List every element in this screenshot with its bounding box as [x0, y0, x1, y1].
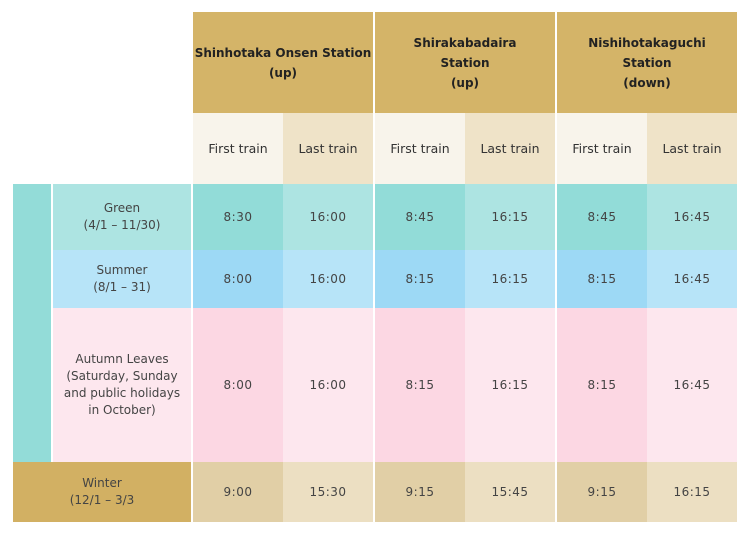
time-cell: 16:00	[283, 308, 373, 462]
time-cell: 16:45	[647, 250, 737, 308]
station-header-shirakabadaira: Shirakabadaira Station (up)	[375, 12, 555, 113]
time-cell: 16:00	[283, 184, 373, 250]
last-train-header: Last train	[465, 113, 555, 184]
station-header-nishihotakaguchi: Nishihotakaguchi Station (down)	[557, 12, 737, 113]
time-cell: 8:45	[375, 184, 465, 250]
time-cell: 15:45	[465, 462, 555, 522]
season-label-winter: Winter (12/1 – 3/3	[13, 462, 191, 522]
time-cell: 16:15	[465, 308, 555, 462]
time-cell: 8:15	[557, 308, 647, 462]
time-cell: 8:15	[375, 250, 465, 308]
time-cell: 16:15	[647, 462, 737, 522]
season-group-bar	[13, 184, 51, 462]
time-cell: 16:00	[283, 250, 373, 308]
time-cell: 8:15	[375, 308, 465, 462]
time-cell: 8:15	[557, 250, 647, 308]
time-cell: 8:45	[557, 184, 647, 250]
time-cell: 9:00	[193, 462, 283, 522]
time-cell: 16:15	[465, 184, 555, 250]
time-cell: 8:30	[193, 184, 283, 250]
time-cell: 16:15	[465, 250, 555, 308]
time-cell: 16:45	[647, 184, 737, 250]
time-cell: 9:15	[557, 462, 647, 522]
first-train-header: First train	[193, 113, 283, 184]
season-label-green: Green (4/1 – 11/30)	[53, 184, 191, 250]
time-cell: 9:15	[375, 462, 465, 522]
time-cell: 8:00	[193, 308, 283, 462]
season-label-autumn-leaves: Autumn Leaves (Saturday, Sunday and publ…	[53, 308, 191, 462]
time-cell: 8:00	[193, 250, 283, 308]
station-header-shinhotaka-onsen: Shinhotaka Onsen Station (up)	[193, 12, 373, 113]
last-train-header: Last train	[283, 113, 373, 184]
time-cell: 15:30	[283, 462, 373, 522]
last-train-header: Last train	[647, 113, 737, 184]
first-train-header: First train	[557, 113, 647, 184]
first-train-header: First train	[375, 113, 465, 184]
time-cell: 16:45	[647, 308, 737, 462]
season-label-summer: Summer (8/1 – 31)	[53, 250, 191, 308]
